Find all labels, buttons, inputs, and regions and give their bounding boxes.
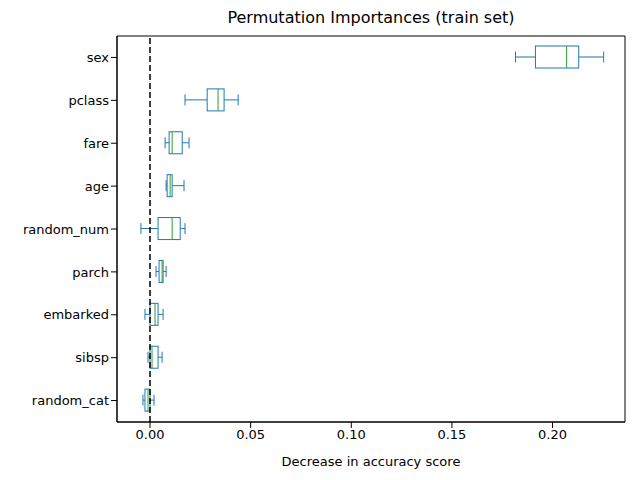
svg-text:0.00: 0.00 (136, 427, 165, 442)
svg-text:embarked: embarked (43, 307, 109, 322)
svg-text:random_num: random_num (23, 222, 109, 237)
svg-text:0.15: 0.15 (437, 427, 466, 442)
svg-text:0.10: 0.10 (337, 427, 366, 442)
svg-text:random_cat: random_cat (32, 393, 109, 408)
svg-text:sibsp: sibsp (75, 350, 109, 365)
svg-text:0.05: 0.05 (236, 427, 265, 442)
svg-text:parch: parch (72, 265, 109, 280)
svg-text:0.20: 0.20 (538, 427, 567, 442)
svg-text:fare: fare (83, 136, 109, 151)
svg-text:pclass: pclass (68, 93, 109, 108)
svg-text:age: age (85, 179, 109, 194)
svg-text:sex: sex (87, 50, 110, 65)
svg-text:Decrease in accuracy score: Decrease in accuracy score (282, 454, 461, 469)
html-text:Permutation Importances (train: Permutation Importances (train set) (227, 8, 515, 27)
